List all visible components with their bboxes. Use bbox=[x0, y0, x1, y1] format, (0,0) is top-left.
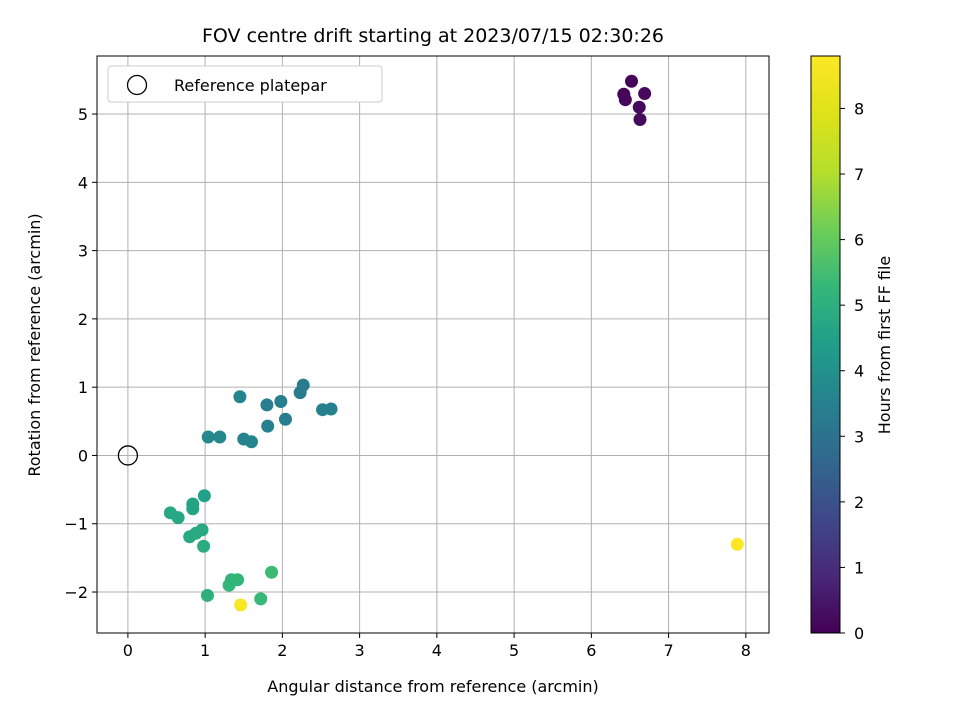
y-tick-label: 1 bbox=[78, 378, 88, 397]
x-tick-label: 0 bbox=[123, 641, 133, 660]
y-tick-label: 4 bbox=[78, 173, 88, 192]
colorbar-tick-label: 6 bbox=[854, 231, 864, 250]
y-tick-label: 3 bbox=[78, 242, 88, 261]
data-point bbox=[274, 395, 288, 409]
data-point bbox=[197, 539, 211, 553]
chart-title: FOV centre drift starting at 2023/07/15 … bbox=[202, 25, 664, 47]
x-tick-label: 6 bbox=[586, 641, 596, 660]
data-point bbox=[234, 598, 248, 612]
data-point bbox=[632, 100, 646, 114]
data-point bbox=[260, 398, 274, 412]
data-point bbox=[231, 573, 245, 587]
colorbar-tick-label: 3 bbox=[854, 427, 864, 446]
colorbar-tick-label: 5 bbox=[854, 296, 864, 315]
x-tick-label: 2 bbox=[277, 641, 287, 660]
data-point bbox=[324, 402, 338, 416]
data-points bbox=[163, 74, 744, 612]
colorbar-tick-label: 4 bbox=[854, 362, 864, 381]
x-tick-label: 7 bbox=[663, 641, 673, 660]
x-axis-ticks: 0 1 2 3 4 5 6 7 8 bbox=[123, 633, 751, 660]
data-point bbox=[618, 93, 632, 107]
data-point bbox=[261, 419, 275, 433]
data-point bbox=[197, 489, 211, 503]
colorbar-label: Hours from first FF file bbox=[875, 256, 894, 435]
data-point bbox=[625, 74, 639, 88]
legend-box bbox=[107, 65, 383, 103]
data-point bbox=[244, 435, 258, 449]
colorbar bbox=[810, 55, 841, 634]
data-point bbox=[233, 390, 247, 404]
data-point bbox=[171, 511, 185, 525]
grid bbox=[97, 56, 769, 633]
data-point bbox=[201, 430, 215, 444]
y-tick-label: 0 bbox=[78, 446, 88, 465]
data-point bbox=[633, 113, 647, 127]
data-point bbox=[186, 502, 200, 516]
data-point bbox=[296, 378, 310, 392]
data-point bbox=[213, 430, 227, 444]
x-tick-label: 4 bbox=[432, 641, 442, 660]
y-tick-label: −1 bbox=[64, 515, 88, 534]
colorbar-tick-label: 8 bbox=[854, 99, 864, 118]
x-tick-label: 3 bbox=[355, 641, 365, 660]
colorbar-ticks: 0 1 2 3 4 5 6 7 8 bbox=[840, 99, 864, 643]
x-tick-label: 8 bbox=[741, 641, 751, 660]
data-point bbox=[195, 523, 209, 537]
x-axis-label: Angular distance from reference (arcmin) bbox=[267, 677, 598, 696]
y-tick-label: 5 bbox=[78, 105, 88, 124]
legend-reference-marker bbox=[126, 74, 148, 96]
data-point bbox=[638, 87, 652, 101]
reference-point bbox=[117, 445, 139, 466]
data-point bbox=[200, 588, 214, 602]
legend-entry-reference: Reference platepar bbox=[174, 76, 327, 95]
data-point bbox=[265, 565, 279, 579]
colorbar-tick-label: 2 bbox=[854, 493, 864, 512]
reference-marker bbox=[117, 445, 139, 466]
y-axis-label: Rotation from reference (arcmin) bbox=[25, 213, 44, 476]
colorbar-tick-label: 1 bbox=[854, 558, 864, 577]
colorbar-tick-label: 7 bbox=[854, 165, 864, 184]
y-tick-label: 2 bbox=[78, 310, 88, 329]
legend: Reference platepar bbox=[107, 65, 383, 103]
data-point bbox=[254, 592, 268, 606]
plot-frame bbox=[96, 55, 770, 634]
x-tick-label: 5 bbox=[509, 641, 519, 660]
y-tick-label: −2 bbox=[64, 583, 88, 602]
y-axis-ticks: −2 −1 0 1 2 3 4 5 bbox=[64, 105, 97, 602]
data-point bbox=[278, 412, 292, 426]
colorbar-tick-label: 0 bbox=[854, 624, 864, 643]
x-tick-label: 1 bbox=[200, 641, 210, 660]
data-point bbox=[730, 537, 744, 551]
